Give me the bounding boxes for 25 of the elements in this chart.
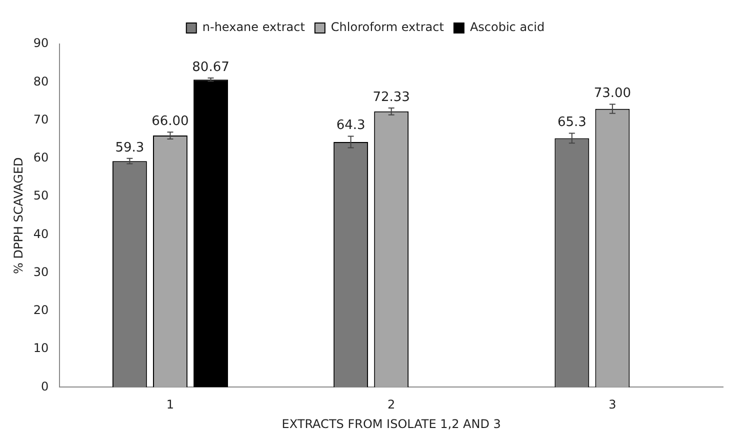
y-tick-label: 0 [41, 379, 49, 394]
x-tick-label: 2 [388, 398, 396, 412]
y-axis-title: % DPPH SCAVAGED [11, 157, 26, 274]
x-tick-label: 3 [608, 398, 616, 412]
data-label: 72.33 [372, 90, 410, 105]
data-label: 80.67 [192, 60, 230, 75]
y-tick-label: 10 [33, 341, 49, 356]
y-tick-label: 60 [33, 150, 49, 165]
y-tick-label: 40 [33, 226, 49, 241]
y-tick-label: 90 [33, 36, 49, 50]
y-tick-label: 50 [33, 188, 49, 203]
data-label: 66.00 [152, 114, 189, 129]
data-label: 64.3 [336, 118, 366, 134]
legend-label: Chloroform extract [330, 20, 444, 34]
y-tick-label: 30 [33, 264, 49, 279]
y-tick-label: 70 [33, 112, 49, 126]
x-tick-label: 1 [166, 398, 174, 412]
legend-label: n-hexane extract [202, 20, 306, 34]
data-label: 65.3 [557, 115, 586, 130]
data-label: 73.00 [594, 86, 632, 102]
data-label: 59.3 [115, 140, 144, 156]
legend-label: Ascobic acid [470, 20, 545, 34]
y-tick-label: 80 [33, 74, 49, 88]
x-axis-title: EXTRACTS FROM ISOLATE 1,2 AND 3 [282, 416, 501, 431]
y-tick-label: 20 [33, 303, 49, 318]
